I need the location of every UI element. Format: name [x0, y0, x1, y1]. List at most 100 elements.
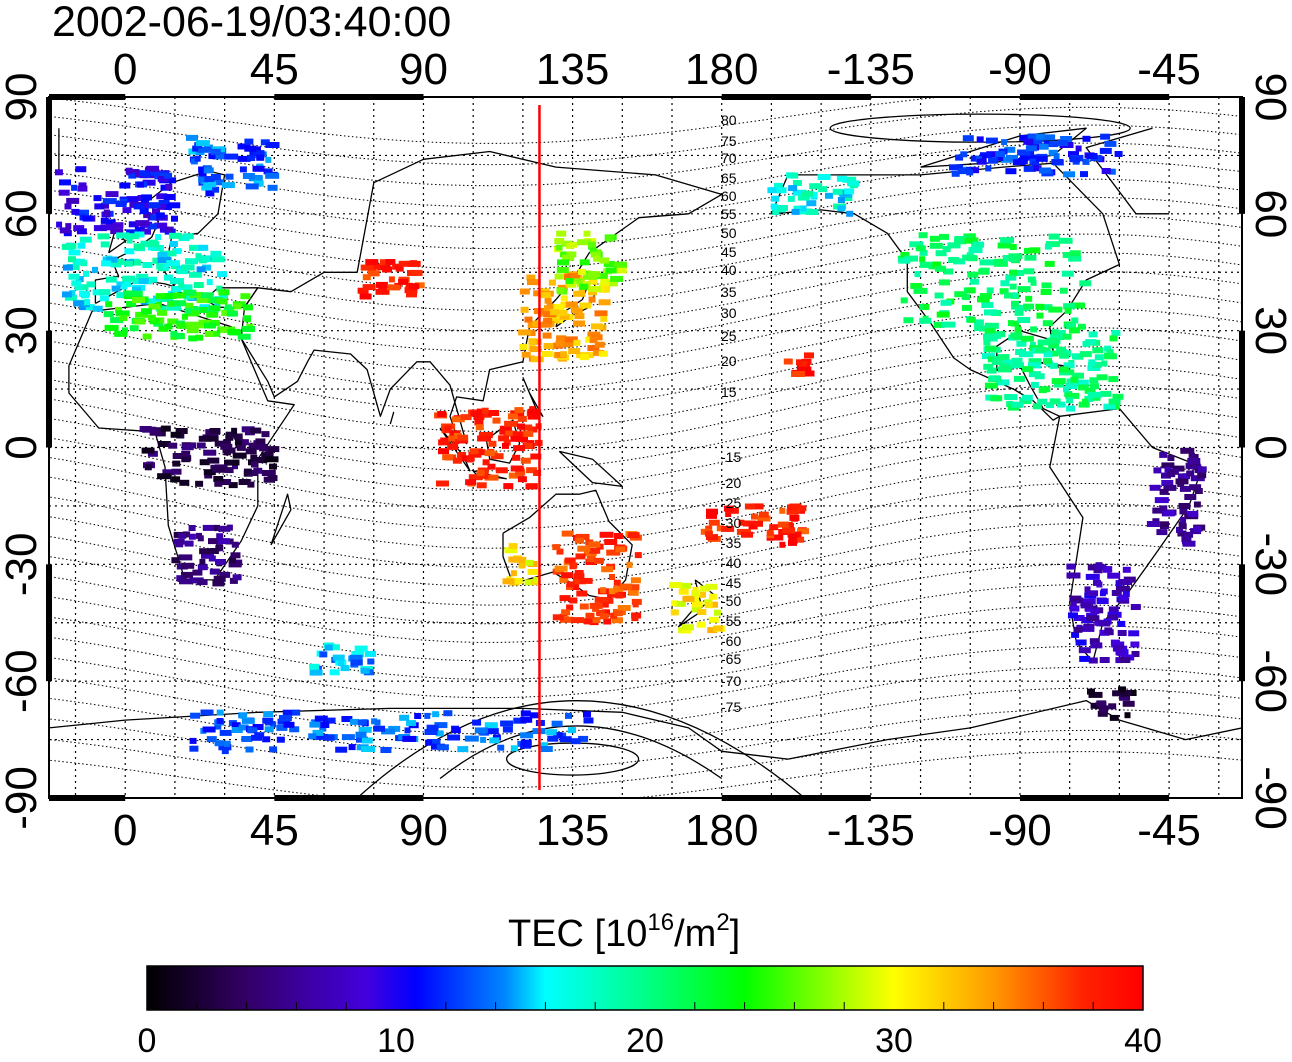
tec-point: [425, 739, 433, 746]
tec-point: [348, 744, 356, 751]
tec-point: [71, 280, 82, 287]
tec-point: [525, 559, 534, 566]
tec-point: [817, 174, 831, 180]
tec-point: [1012, 362, 1024, 369]
tec-point: [144, 464, 152, 471]
tec-point: [1013, 375, 1025, 382]
tec-point: [465, 479, 477, 486]
tec-point: [1038, 143, 1049, 150]
contour-label: 55: [721, 206, 737, 222]
tec-point: [484, 474, 499, 481]
tec-point: [475, 424, 484, 431]
tec-point: [801, 190, 814, 197]
tec-point: [357, 719, 367, 726]
tec-point: [613, 579, 621, 586]
tec-point: [263, 168, 273, 175]
tec-point: [410, 269, 423, 276]
contour-line: [49, 346, 1242, 432]
tec-point: [634, 552, 642, 559]
tec-point: [59, 179, 71, 186]
tec-point: [524, 579, 532, 586]
tec-point: [573, 290, 586, 297]
tec-point: [1043, 351, 1053, 358]
tec-point: [221, 748, 229, 755]
tec-point: [1085, 573, 1100, 580]
tec-point: [424, 712, 431, 719]
tec-point: [225, 434, 234, 441]
tec-point: [1084, 395, 1094, 402]
tec-point: [85, 304, 95, 311]
tec-point: [380, 747, 392, 753]
tec-point: [544, 297, 552, 304]
tec-point: [985, 165, 992, 172]
tec-point: [142, 179, 156, 186]
tec-point: [324, 734, 335, 741]
tec-point: [102, 198, 117, 205]
tec-point: [517, 415, 527, 422]
tec-point: [1069, 156, 1081, 163]
tec-point: [682, 624, 694, 631]
tec-data-points: [54, 133, 1207, 755]
tec-point: [1088, 657, 1098, 664]
tec-point: [232, 463, 238, 470]
tec-point: [962, 294, 971, 301]
contour-label: 40: [721, 262, 737, 278]
tec-point: [772, 209, 780, 215]
tec-point: [162, 469, 175, 476]
tec-point: [795, 536, 805, 543]
contour-line: [49, 423, 1242, 511]
tec-point: [380, 259, 387, 266]
tec-point: [776, 187, 787, 194]
tec-point: [557, 259, 569, 266]
contour-label: 35: [721, 284, 737, 300]
tec-point: [519, 288, 530, 295]
tec-point: [113, 258, 125, 265]
tec-point: [1079, 655, 1091, 662]
tec-point: [1108, 376, 1119, 383]
top-lon-tick-label: -90: [988, 45, 1052, 94]
tec-point: [218, 744, 232, 751]
tec-point: [134, 226, 145, 233]
tec-point: [510, 745, 518, 752]
tec-point: [1194, 488, 1203, 494]
tec-point: [202, 726, 216, 733]
tec-point: [610, 275, 624, 282]
tec-point: [969, 278, 979, 285]
tec-point: [481, 407, 489, 414]
tec-point: [1167, 471, 1176, 478]
tec-point: [164, 293, 177, 299]
tec-point: [93, 195, 102, 202]
tec-point: [1019, 398, 1032, 404]
colorbar-tick-label: 20: [626, 1022, 664, 1057]
tec-point: [262, 717, 274, 724]
tec-point: [156, 263, 169, 270]
tec-point: [567, 273, 581, 279]
tec-point: [189, 745, 199, 752]
tec-point: [204, 176, 215, 182]
tec-point: [270, 721, 277, 728]
tec-point: [116, 292, 124, 299]
colorbar-tick-label: 10: [377, 1022, 415, 1057]
tec-point: [804, 370, 815, 377]
tec-point: [1049, 398, 1061, 405]
tec-point: [1177, 473, 1184, 480]
contour-line: [49, 270, 1242, 352]
tec-point: [265, 456, 279, 463]
tec-point: [349, 654, 363, 661]
tec-point: [152, 208, 160, 215]
tec-point: [240, 712, 248, 719]
tec-point: [556, 335, 567, 342]
tec-point: [487, 463, 496, 470]
tec-point: [239, 166, 247, 173]
tec-point: [134, 290, 143, 297]
tec-point: [157, 257, 172, 264]
tec-point: [837, 197, 845, 203]
tec-point: [1102, 566, 1112, 573]
tec-point: [167, 318, 179, 325]
tec-point: [1179, 508, 1188, 515]
contour-label: 60: [721, 188, 737, 204]
tec-point: [1065, 383, 1078, 389]
tec-point: [573, 573, 585, 580]
tec-point: [106, 256, 118, 263]
tec-point: [1118, 579, 1133, 585]
